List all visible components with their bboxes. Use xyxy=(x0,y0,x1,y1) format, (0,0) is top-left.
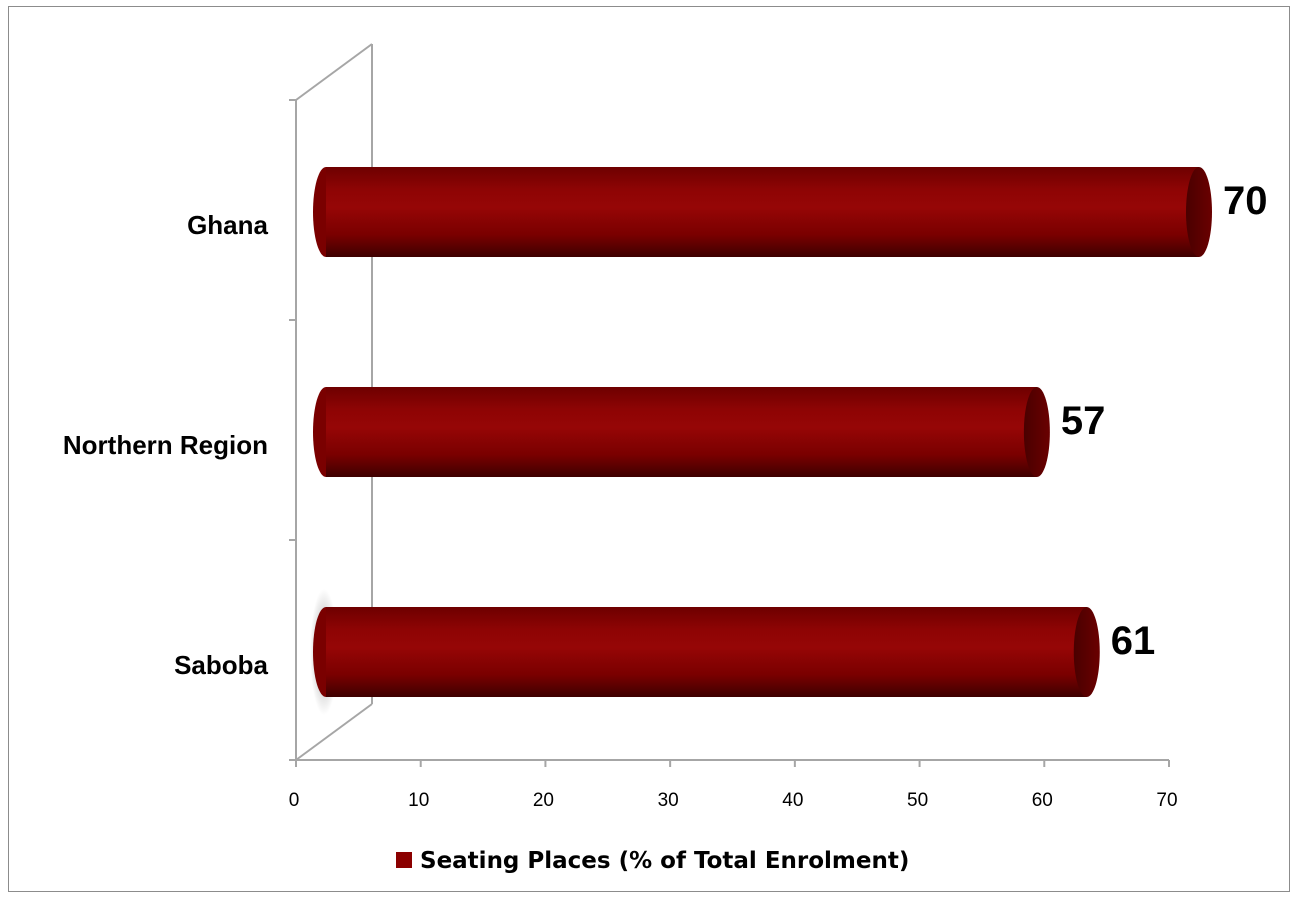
bar-end-cap xyxy=(1023,387,1050,477)
bar-body xyxy=(326,387,1037,477)
data-label: 61 xyxy=(1111,619,1156,663)
x-tick-label: 70 xyxy=(1156,790,1177,811)
data-labels: 70 57 61 xyxy=(1061,179,1268,663)
x-tick-label: 60 xyxy=(1032,790,1053,811)
category-labels: Ghana Northern Region Saboba xyxy=(63,210,269,680)
category-label: Ghana xyxy=(187,210,268,240)
x-tick-label: 0 xyxy=(289,790,300,811)
x-tick-label: 50 xyxy=(907,790,928,811)
bars xyxy=(310,167,1212,715)
bar-end-cap xyxy=(1186,167,1212,257)
bar-ghana xyxy=(313,167,1212,257)
x-tick-label: 30 xyxy=(658,790,679,811)
axis-walls xyxy=(289,43,373,761)
legend-swatch xyxy=(396,852,412,868)
bar-body xyxy=(326,607,1087,697)
bar-end-cap xyxy=(1073,607,1100,697)
bar-saboba xyxy=(310,589,1100,715)
legend: Seating Places (% of Total Enrolment) xyxy=(396,848,909,874)
data-label: 57 xyxy=(1061,399,1106,443)
x-tick-label: 40 xyxy=(782,790,803,811)
x-tick-label: 20 xyxy=(533,790,554,811)
category-label: Northern Region xyxy=(63,430,268,460)
legend-label: Seating Places (% of Total Enrolment) xyxy=(420,848,909,874)
bar-northern-region xyxy=(313,387,1050,477)
data-label: 70 xyxy=(1223,179,1268,223)
x-tick-label: 10 xyxy=(408,790,429,811)
category-label: Saboba xyxy=(174,650,268,680)
x-axis: 0 10 20 30 40 50 60 70 xyxy=(289,759,1178,811)
bar-body xyxy=(326,167,1199,257)
